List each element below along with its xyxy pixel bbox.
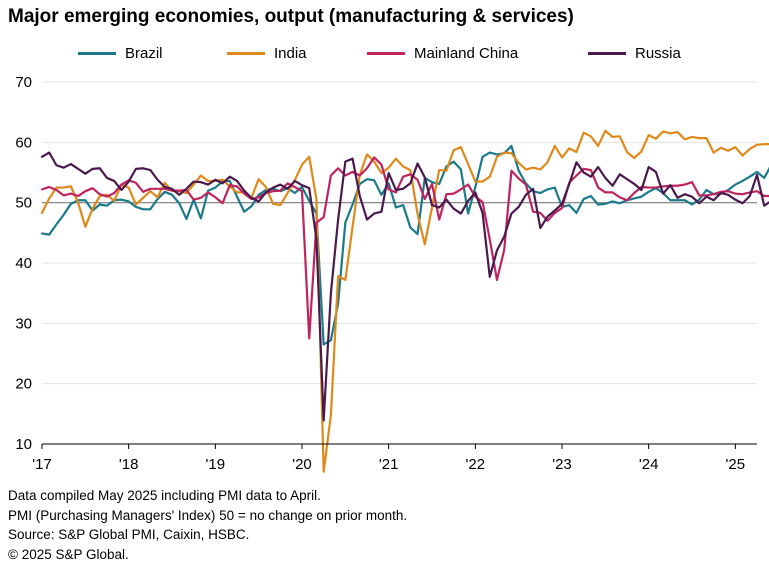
legend-label-india: India — [274, 44, 307, 62]
y-tick-labels: 10 20 30 40 50 60 70 — [15, 74, 32, 453]
series-lines — [40, 129, 769, 473]
x-tick-label-2: '19 — [206, 456, 226, 473]
x-tick-label-5: '22 — [466, 456, 486, 473]
x-tick-labels: '17 '18 '19 '20 '21 '22 '23 '24 '25 — [32, 456, 745, 473]
footnote-pmi-definition: PMI (Purchasing Managers' Index) 50 = no… — [8, 507, 408, 523]
chart-title: Major emerging economies, output (manufa… — [8, 6, 574, 27]
x-tick-label-3: '20 — [292, 456, 312, 473]
gridlines — [42, 81, 757, 385]
y-tick-label-40: 40 — [15, 255, 32, 272]
series-line-russia — [40, 151, 769, 422]
legend-item-india: India — [227, 42, 307, 64]
legend-label-russia: Russia — [635, 44, 681, 62]
legend-swatch-mainland-china — [367, 51, 405, 55]
y-tick-label-10: 10 — [15, 436, 32, 453]
y-tick-label-60: 60 — [15, 134, 32, 151]
series-line-india — [40, 129, 769, 473]
legend-item-russia: Russia — [588, 42, 681, 64]
footnote-source: Source: S&P Global PMI, Caixin, HSBC. — [8, 527, 250, 542]
legend-swatch-brazil — [78, 51, 116, 55]
series-line-mainland-china — [40, 156, 769, 340]
footnote-copyright: © 2025 S&P Global. — [8, 546, 129, 562]
x-tick-label-4: '21 — [379, 456, 399, 473]
y-tick-label-50: 50 — [15, 195, 32, 212]
footnotes: Data compiled May 2025 including PMI dat… — [8, 486, 407, 564]
x-tick-label-7: '24 — [639, 456, 659, 473]
x-tick-label-6: '23 — [552, 456, 572, 473]
x-tick-label-1: '18 — [119, 456, 139, 473]
y-tick-label-20: 20 — [15, 376, 32, 393]
x-tick-label-0: '17 — [32, 456, 52, 473]
x-tick-label-8: '25 — [726, 456, 746, 473]
legend-swatch-india — [227, 51, 265, 55]
legend-item-brazil: Brazil — [78, 42, 163, 64]
legend-label-brazil: Brazil — [125, 44, 163, 62]
legend-item-mainland-china: Mainland China — [367, 42, 518, 64]
y-tick-label-70: 70 — [15, 74, 32, 91]
legend-label-mainland-china: Mainland China — [414, 44, 519, 62]
legend-swatch-russia — [588, 51, 626, 55]
x-axis — [41, 443, 757, 449]
legend: Brazil India Mainland China Russia — [0, 42, 769, 64]
footnote-data-compiled: Data compiled May 2025 including PMI dat… — [8, 488, 321, 503]
y-tick-label-30: 30 — [15, 315, 32, 332]
